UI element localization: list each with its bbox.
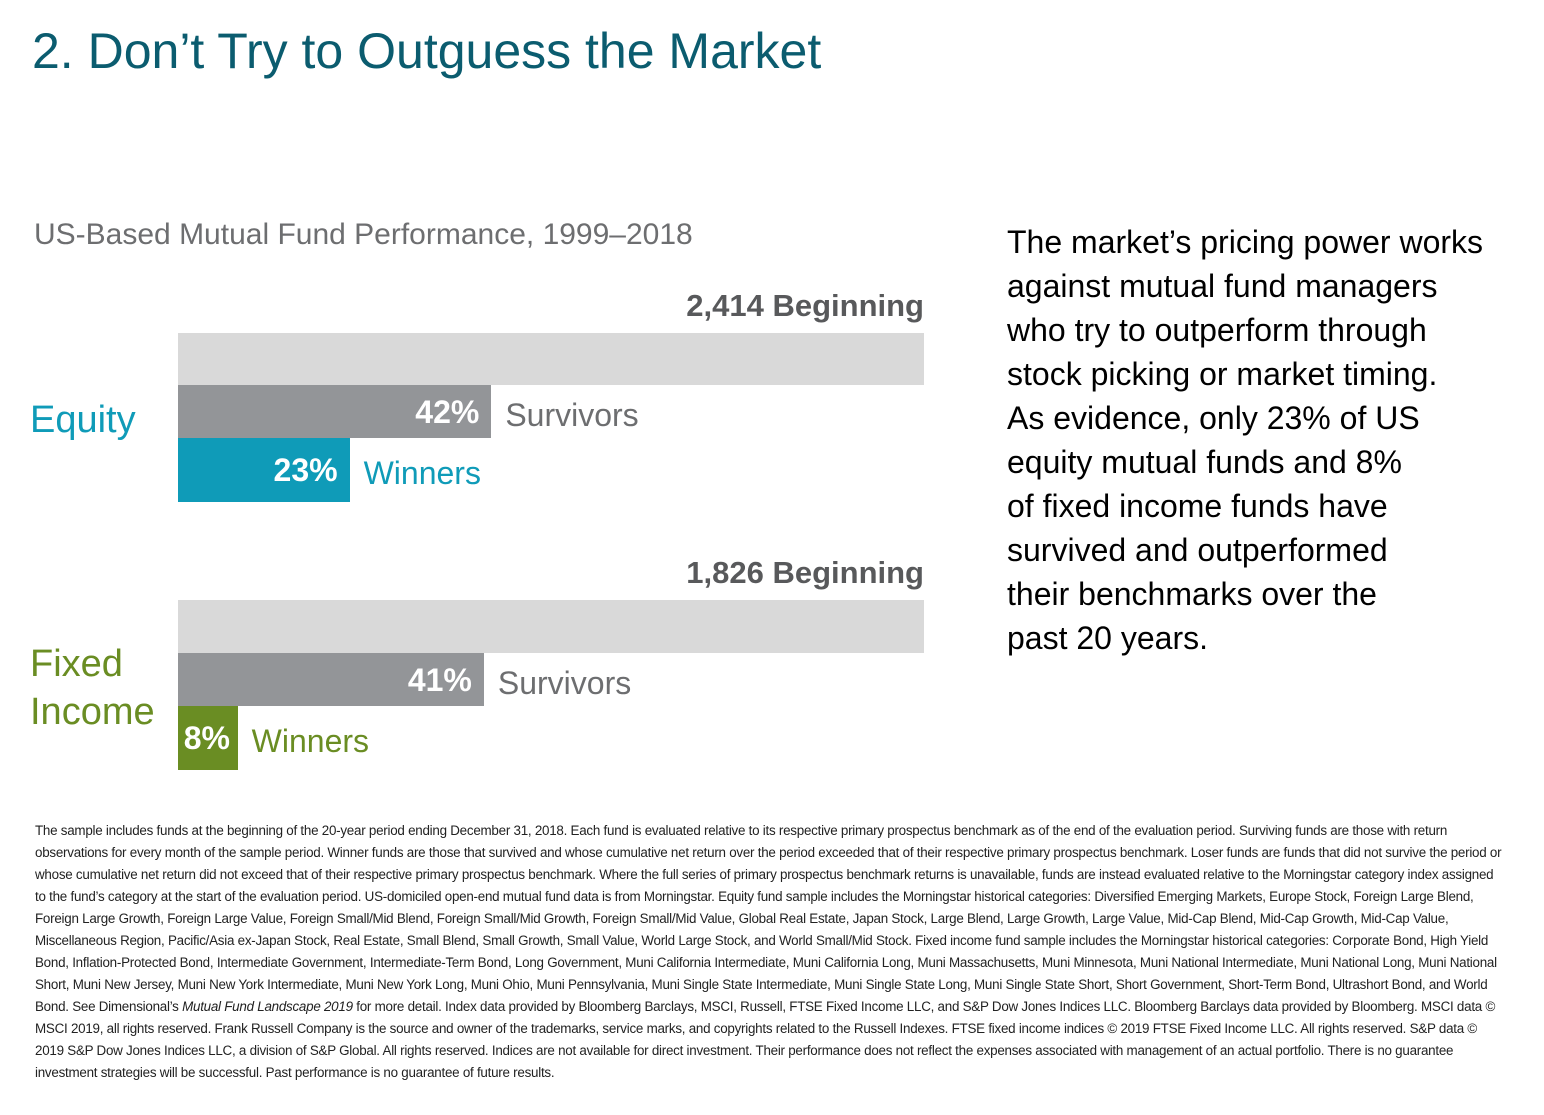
value-label: 41%: [407, 661, 472, 698]
bar: [178, 706, 238, 770]
beginning-label: 2,414 Beginning: [686, 288, 924, 323]
value-label: 8%: [183, 720, 230, 756]
bar: [178, 600, 924, 653]
value-label: 42%: [415, 393, 480, 430]
group-label: Fixed Income: [30, 643, 155, 733]
slide-title: 2. Don’t Try to Outguess the Market: [32, 23, 822, 79]
body-line: of fixed income funds have: [1007, 488, 1388, 524]
beginning-label: 1,826 Beginning: [686, 555, 924, 590]
bar: [178, 385, 492, 438]
body-text: The market’s pricing power works against …: [1007, 220, 1483, 660]
chart-title: US-Based Mutual Fund Performance, 1999–2…: [34, 218, 693, 251]
body-line: against mutual fund managers: [1007, 268, 1438, 304]
group-label: Equity: [30, 399, 136, 441]
body-line: stock picking or market timing.: [1007, 356, 1438, 392]
body-line: who try to outperform through: [1007, 312, 1427, 348]
body-line: The market’s pricing power works: [1007, 224, 1484, 260]
category-label: Survivors: [505, 396, 639, 433]
bar: [178, 333, 924, 385]
body-line: past 20 years.: [1007, 620, 1208, 656]
footnote-text: The sample includes funds at the beginni…: [35, 823, 1502, 1014]
value-label: 23%: [273, 452, 338, 488]
bar: [178, 653, 484, 706]
category-label: Winners: [363, 455, 481, 491]
footnote-italic: Mutual Fund Landscape 2019: [182, 999, 353, 1014]
body-line: As evidence, only 23% of US: [1007, 400, 1420, 436]
body-line: survived and outperformed: [1007, 532, 1388, 568]
footnote: The sample includes funds at the beginni…: [35, 820, 1505, 1084]
category-label: Survivors: [497, 664, 632, 701]
category-label: Winners: [251, 723, 370, 759]
body-line: their benchmarks over the: [1007, 576, 1377, 612]
body-line: equity mutual funds and 8%: [1007, 444, 1402, 480]
footnote-text: for more detail. Index data provided by …: [35, 999, 1496, 1080]
bar: [178, 438, 350, 502]
